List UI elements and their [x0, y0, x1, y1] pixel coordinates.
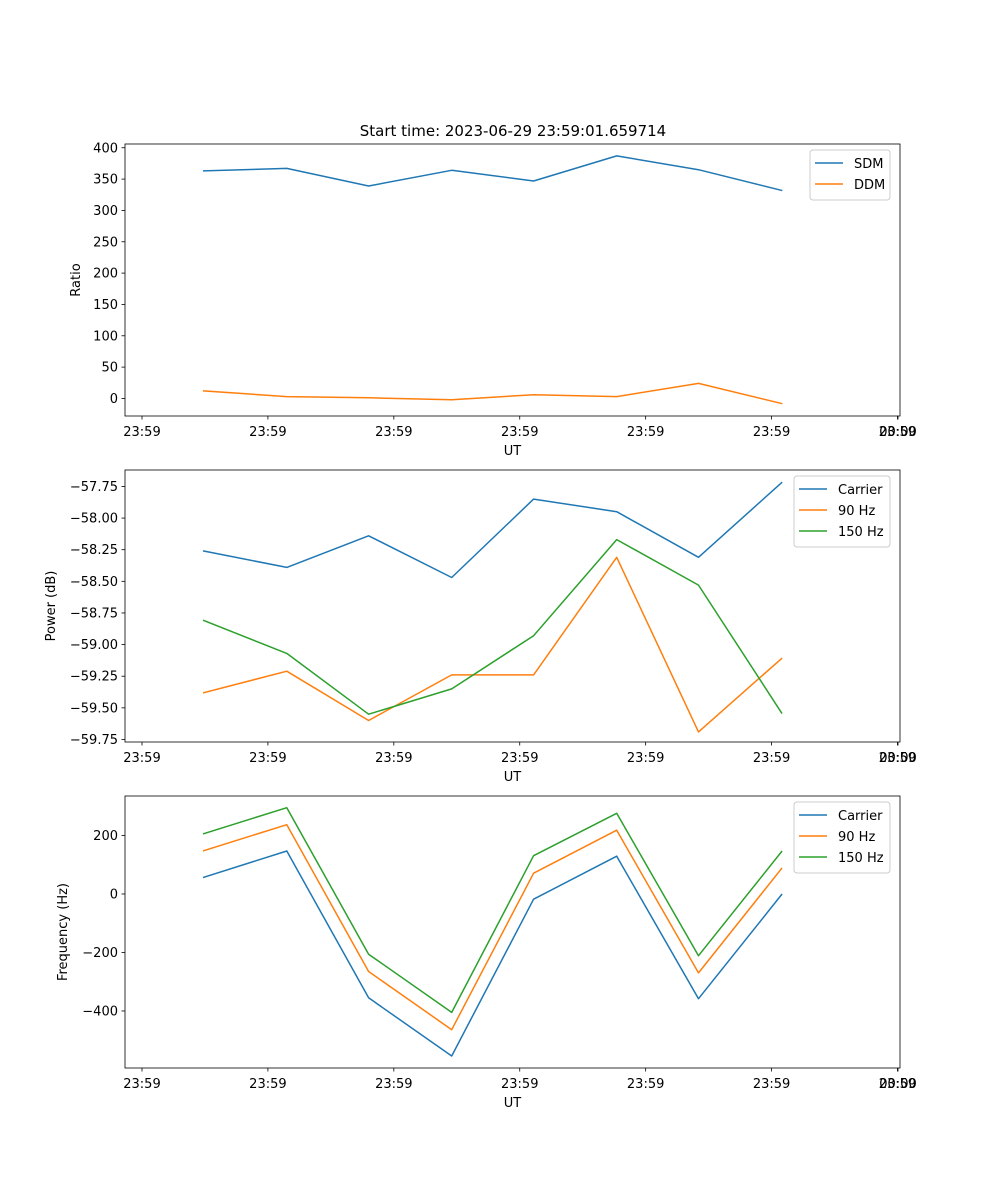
series-line-carrier	[202, 850, 783, 1057]
legend-label: 90 Hz	[838, 504, 875, 519]
y-axis-label: Ratio	[69, 263, 84, 296]
y-tick-label: −58.75	[70, 606, 118, 621]
x-tick-label: 00:00	[879, 425, 916, 440]
legend-label: DDM	[854, 178, 885, 193]
series-line-90-hz	[202, 823, 783, 1031]
legend: Carrier 90 Hz 150 Hz	[793, 801, 891, 874]
y-tick-label: −59.50	[70, 701, 118, 716]
y-tick-label: −59.00	[70, 638, 118, 653]
axes-frame	[124, 469, 901, 743]
x-tick-label: 23:59	[879, 751, 916, 766]
y-tick-label: −200	[82, 946, 118, 961]
legend-box	[793, 801, 891, 874]
x-tick-label: 23:59	[501, 751, 538, 766]
x-axis-label: UT	[504, 770, 522, 785]
y-tick-label: 100	[93, 329, 118, 344]
x-tick-label: 23:59	[123, 425, 160, 440]
y-tick-label: 200	[93, 829, 118, 844]
x-tick-label: 23:59	[753, 425, 790, 440]
panel-3: −400 −200 0 200 23:59 23:59 23:59 23:59 23:59 23:…	[56, 795, 917, 1111]
x-axis-label: UT	[504, 444, 522, 459]
legend-box	[793, 475, 891, 548]
y-tick-label: −59.25	[70, 670, 118, 685]
legend: Carrier 90 Hz 150 Hz	[793, 475, 891, 548]
legend-label: Carrier	[838, 483, 883, 498]
x-tick-label: 23:59	[501, 425, 538, 440]
x-axis-label: UT	[504, 1096, 522, 1111]
y-tick-label: 400	[93, 141, 118, 156]
panels: 0 50 100 150 200 250 300 350 400 23:59 23:59 23:59 2…	[44, 141, 917, 1111]
series-line-150-hz	[202, 806, 783, 1014]
x-tick-label: 23:59	[123, 1077, 160, 1092]
y-tick-label: 0	[110, 887, 118, 902]
x-tick-label: 23:59	[375, 751, 412, 766]
x-tick-label: 00:00	[879, 1077, 916, 1092]
y-tick-label: 250	[93, 235, 118, 250]
y-axis-label: Power (dB)	[44, 571, 59, 642]
series-line-sdm	[202, 155, 783, 192]
x-tick-label: 23:59	[123, 751, 160, 766]
y-tick-label: −58.25	[70, 543, 118, 558]
x-tick-label: 23:59	[879, 1077, 916, 1092]
y-tick-label: 350	[93, 173, 118, 188]
legend-label: Carrier	[838, 809, 883, 824]
x-tick-label: 23:59	[879, 425, 916, 440]
x-tick-label: 23:59	[249, 425, 286, 440]
y-axis-label: Frequency (Hz)	[56, 883, 71, 981]
x-tick-label: 23:59	[375, 425, 412, 440]
x-tick-label: 23:59	[627, 1077, 664, 1092]
x-tick-label: 23:59	[753, 1077, 790, 1092]
legend: SDM DDM	[809, 149, 891, 201]
y-tick-label: 150	[93, 298, 118, 313]
x-tick-label: 23:59	[375, 1077, 412, 1092]
y-tick-label: 50	[101, 361, 118, 376]
series-line-90-hz	[202, 556, 783, 733]
y-tick-label: 200	[93, 267, 118, 282]
legend-label: 150 Hz	[838, 851, 884, 866]
y-tick-label: 0	[110, 392, 118, 407]
x-tick-label: 23:59	[627, 425, 664, 440]
x-tick-label: 23:59	[249, 1077, 286, 1092]
axes-frame	[124, 795, 901, 1069]
y-tick-label: −58.00	[70, 512, 118, 527]
y-tick-label: −58.50	[70, 575, 118, 590]
legend-label: SDM	[854, 157, 883, 172]
legend-label: 150 Hz	[838, 525, 884, 540]
panel-1: 0 50 100 150 200 250 300 350 400 23:59 23:59 23:59 2…	[69, 141, 917, 459]
x-tick-label: 00:00	[879, 751, 916, 766]
series-line-carrier	[202, 481, 783, 579]
x-tick-label: 23:59	[627, 751, 664, 766]
x-tick-label: 23:59	[501, 1077, 538, 1092]
x-tick-label: 23:59	[249, 751, 286, 766]
y-tick-label: −57.75	[70, 480, 118, 495]
series-line-150-hz	[202, 538, 783, 715]
panel-2: −59.75 −59.50 −59.25 −59.00 −58.75 −58.50 −58.…	[44, 469, 917, 785]
series-line-ddm	[202, 382, 783, 405]
y-tick-label: 300	[93, 204, 118, 219]
y-tick-label: −400	[82, 1004, 118, 1019]
x-tick-label: 23:59	[753, 751, 790, 766]
y-tick-label: −59.75	[70, 733, 118, 748]
figure-title: Start time: 2023-06-29 23:59:01.659714	[360, 122, 666, 140]
axes-frame	[124, 143, 901, 417]
legend-label: 90 Hz	[838, 830, 875, 845]
